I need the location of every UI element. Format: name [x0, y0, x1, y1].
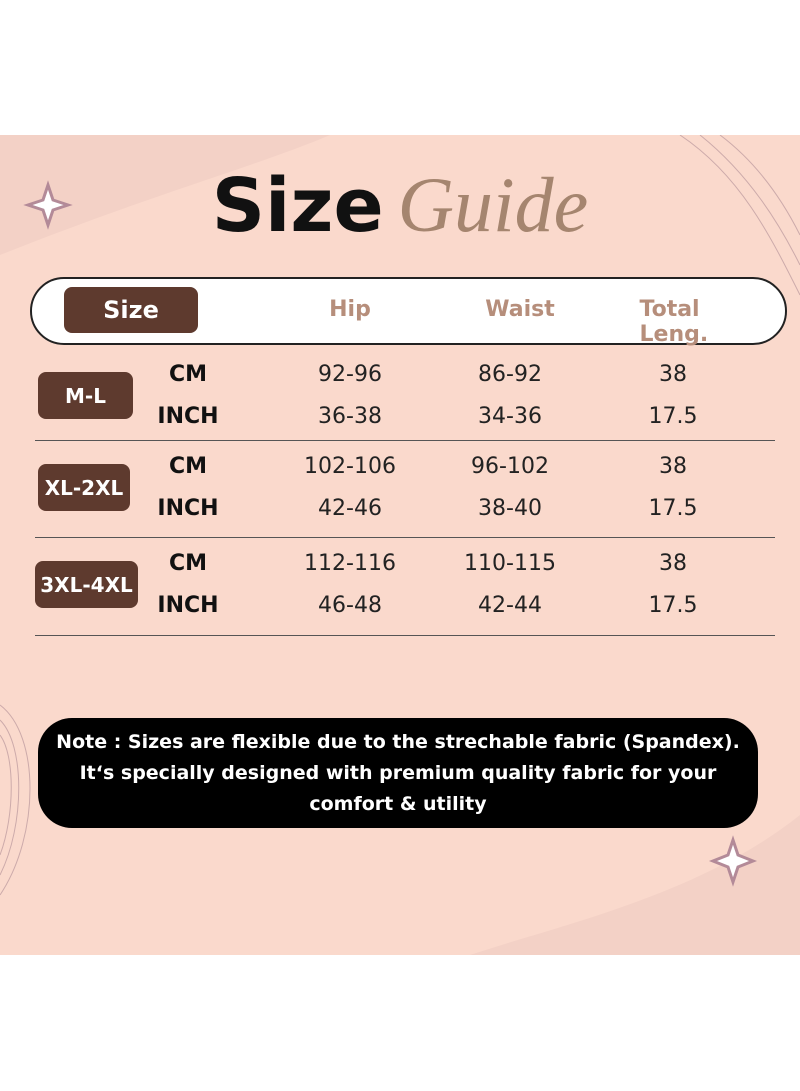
measurement: 17.5 — [648, 404, 698, 429]
unit-label: CM — [168, 551, 208, 576]
measurement: 17.5 — [648, 496, 698, 521]
note: Note : Sizes are flexible due to the str… — [38, 718, 758, 828]
unit-label: CM — [168, 362, 208, 387]
column-header: Waist — [485, 297, 555, 322]
decor — [0, 135, 800, 955]
measurement: 86-92 — [478, 362, 542, 387]
note-line: It‘s specially designed with premium qua… — [79, 761, 717, 784]
note-line: Note : Sizes are flexible due to the str… — [56, 730, 740, 753]
size-badge: M-L — [38, 372, 133, 419]
column-header: Hip — [329, 297, 371, 322]
unit-label: INCH — [157, 404, 219, 429]
measurement: 38 — [659, 362, 687, 387]
background — [0, 135, 800, 955]
measurement: 17.5 — [648, 593, 698, 618]
measurement: 38 — [659, 551, 687, 576]
row-divider — [35, 537, 775, 538]
measurement: 102-106 — [304, 454, 396, 479]
note-line: comfort & utility — [309, 792, 487, 815]
size-badge: 3XL-4XL — [35, 561, 138, 608]
measurement: 92-96 — [318, 362, 382, 387]
title-script: Guide — [397, 161, 589, 248]
row-divider — [35, 440, 775, 441]
measurement: 46-48 — [318, 593, 382, 618]
measurement: 110-115 — [464, 551, 556, 576]
measurement: 38-40 — [478, 496, 542, 521]
measurement: 34-36 — [478, 404, 542, 429]
title-bold: Size — [211, 163, 384, 249]
measurement: 112-116 — [304, 551, 396, 576]
header-size: Size — [64, 287, 198, 333]
row-divider — [35, 635, 775, 636]
size-badge: XL-2XL — [38, 464, 130, 511]
unit-label: INCH — [157, 496, 219, 521]
unit-label: CM — [168, 454, 208, 479]
unit-label: INCH — [157, 593, 219, 618]
measurement: 96-102 — [471, 454, 549, 479]
title: Size Guide — [0, 160, 800, 250]
measurement: 42-44 — [478, 593, 542, 618]
measurement: 42-46 — [318, 496, 382, 521]
measurement: 36-38 — [318, 404, 382, 429]
measurement: 38 — [659, 454, 687, 479]
column-header: Total Leng. — [639, 297, 709, 347]
